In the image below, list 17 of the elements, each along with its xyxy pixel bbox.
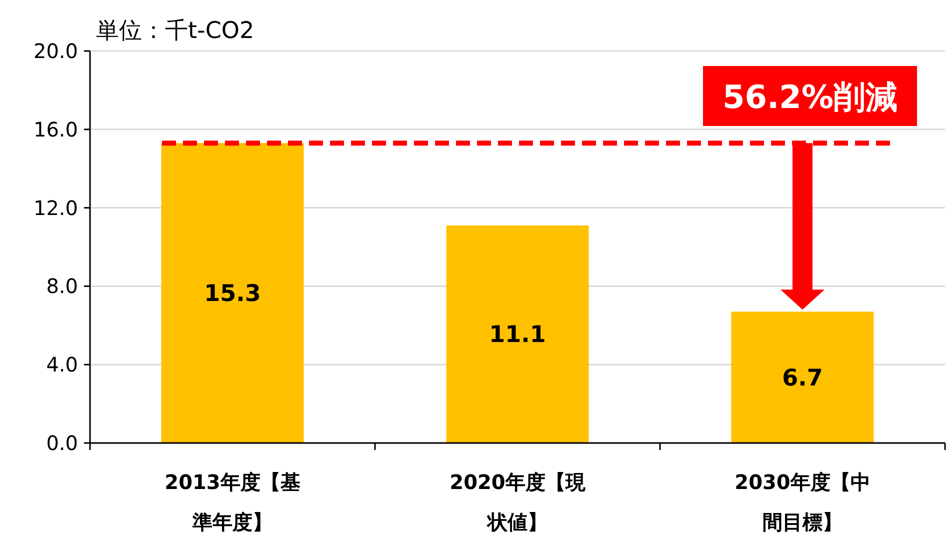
- x-tick-label: 2020年度【現状値】: [448, 469, 586, 536]
- data-label: 6.7: [782, 365, 823, 392]
- x-tick-label: 2013年度【基準年度】: [164, 469, 302, 536]
- y-tick-label: 4.0: [46, 352, 78, 377]
- y-tick-label: 0.0: [46, 431, 78, 455]
- x-tick-label: 2030年度【中間目標】: [734, 469, 872, 536]
- data-label: 11.1: [489, 322, 546, 348]
- y-axis-title: 単位：千t-CO2: [96, 18, 254, 44]
- bar: [731, 312, 874, 443]
- y-tick-label: 16.0: [33, 117, 78, 142]
- y-tick-label: 12.0: [33, 196, 78, 220]
- data-label: 15.3: [204, 281, 261, 308]
- annotation: 56.2%削減: [722, 78, 898, 116]
- bar: [446, 225, 589, 443]
- y-tick-label: 20.0: [33, 39, 78, 63]
- y-tick-label: 8.0: [46, 274, 78, 298]
- bar: [161, 143, 304, 443]
